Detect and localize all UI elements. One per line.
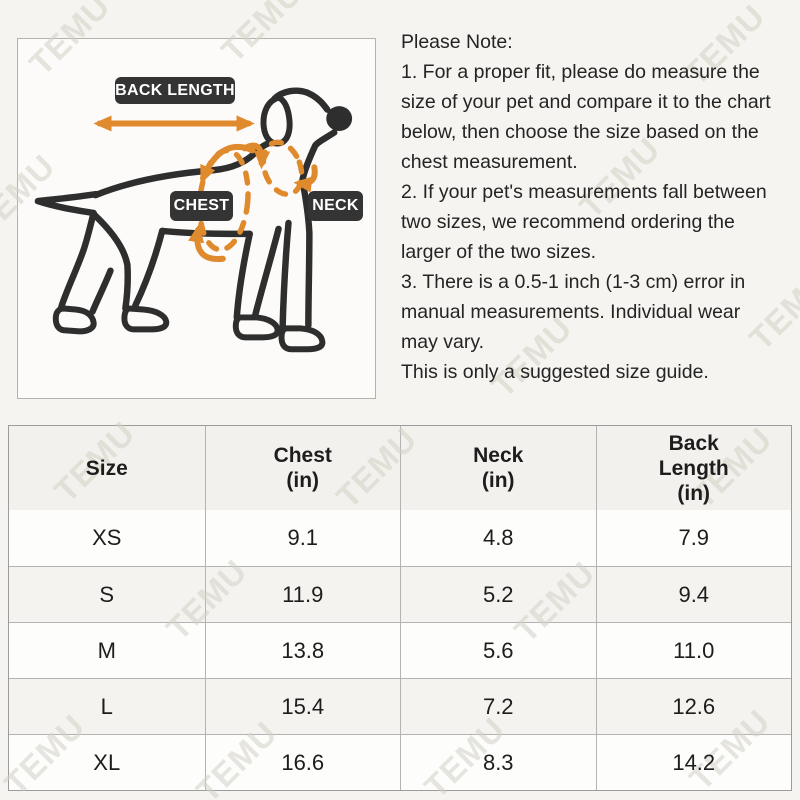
table-cell: XL: [93, 749, 121, 775]
dog-far-front-leg-edge: [279, 219, 292, 334]
size-table: Size Chest (in) Neck (in) Back Length (in) XS 9.…: [8, 425, 792, 791]
table-cell: M: [97, 637, 116, 663]
withers-measure-arrow: [241, 142, 271, 170]
table-cell: 14.2: [595, 735, 792, 790]
neck-measure-arrow: [293, 164, 318, 193]
dog-head-top: [271, 87, 331, 113]
table-cell: 7.2: [400, 679, 596, 734]
back-length-badge-label: BACK LENGTH: [115, 81, 235, 99]
back-length-badge: BACK LENGTH: [115, 77, 235, 104]
note-line: chest measurement.: [401, 151, 578, 173]
dog-nose: [326, 106, 353, 131]
table-cell: 5.2: [400, 567, 596, 622]
table-header-cell: Chest (in): [204, 426, 401, 510]
dog-near-rear-paw: [121, 305, 170, 333]
table-row: M 13.8 5.6 11.0: [9, 622, 791, 678]
table-header-cell: Neck (in): [400, 426, 596, 510]
table-cell: 12.6: [595, 679, 792, 734]
notes-title: Please Note:: [401, 31, 513, 53]
dog-far-rear-paw: [52, 305, 97, 335]
dog-far-rear-leg-inner: [89, 267, 114, 315]
note-line: may vary.: [401, 331, 485, 353]
dog-near-rear-leg-front: [132, 227, 166, 309]
note-line: two sizes, we recommend ordering the: [401, 211, 735, 233]
dog-far-front-paw: [278, 325, 326, 353]
notes-block: Please Note: 1. For a proper fit, please…: [401, 27, 799, 387]
note-line: 2. If your pet's measurements fall betwe…: [401, 181, 767, 203]
table-cell: L: [100, 693, 113, 719]
table-cell: 11.0: [595, 623, 792, 678]
note-line: manual measurements. Individual wear: [401, 301, 741, 323]
table-row: XS 9.1 4.8 7.9: [9, 510, 791, 566]
table-row: XL 16.6 8.3 14.2: [9, 734, 791, 790]
table-header-row: Size Chest (in) Neck (in) Back Length (in): [9, 426, 791, 510]
table-cell: 11.9: [204, 567, 401, 622]
notes-lines: 1. For a proper fit, please do measure t…: [401, 57, 799, 387]
dog-near-front-paw: [232, 314, 281, 341]
neck-badge-label: NECK: [312, 197, 359, 214]
note-line: below, then choose the size based on the: [401, 121, 759, 143]
table-cell: 8.3: [400, 735, 596, 790]
neck-badge: NECK: [308, 191, 363, 221]
dog-neck-chest-line: [299, 129, 338, 329]
chest-badge: CHEST: [170, 191, 233, 221]
table-cell: 9.4: [595, 567, 792, 622]
table-cell: S: [99, 581, 115, 607]
neck-measure-ellipse: [260, 139, 305, 197]
table-cell: 16.6: [204, 735, 401, 790]
chest-badge-label: CHEST: [173, 197, 230, 214]
table-cell: 4.8: [400, 510, 596, 566]
table-cell: 13.8: [204, 623, 401, 678]
dog-haunch-line: [91, 211, 132, 312]
note-line: size of your pet and compare it to the c…: [401, 91, 771, 113]
table-body: XS 9.1 4.8 7.9 S 11.9 5.2 9.4 M 13.8 5.6 11.0 L 15.4 7…: [9, 510, 791, 790]
table-cell: 7.9: [595, 510, 792, 566]
note-line: larger of the two sizes.: [401, 241, 597, 263]
note-line: 3. There is a 0.5-1 inch (1-3 cm) error …: [401, 271, 746, 293]
dog-far-rear-leg-outer: [56, 209, 97, 317]
dog-back-line: [92, 137, 282, 199]
table-cell: 9.1: [204, 510, 401, 566]
table-cell: XS: [92, 525, 122, 550]
dog-tail: [34, 190, 99, 217]
table-row: S 11.9 5.2 9.4: [9, 566, 791, 622]
table-cell: 15.4: [204, 679, 401, 734]
note-line: 1. For a proper fit, please do measure t…: [401, 61, 760, 83]
note-line: This is only a suggested size guide.: [401, 361, 709, 383]
dog-measurement-diagram: BACK LENGTH CHEST NECK: [17, 38, 376, 399]
dog-outline-illustration: [34, 87, 353, 353]
table-header-cell: Back Length (in): [595, 426, 792, 510]
table-cell: 5.6: [400, 623, 596, 678]
table-row: L 15.4 7.2 12.6: [9, 678, 791, 734]
table-header-cell: Size: [85, 456, 128, 480]
dog-ear: [260, 94, 293, 147]
dog-near-front-leg-back: [233, 230, 253, 321]
chest-bottom-measure-arrow: [188, 223, 226, 262]
dog-near-front-leg-front: [251, 225, 282, 321]
